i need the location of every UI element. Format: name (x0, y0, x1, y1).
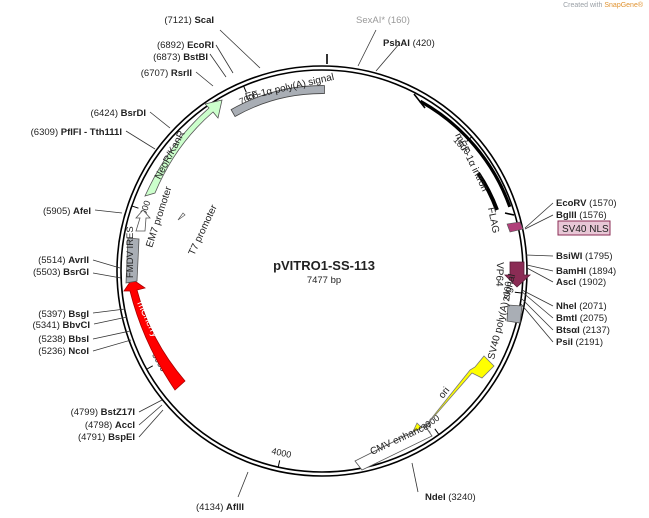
credit-brand: SnapGene® (604, 2, 643, 9)
feature-ef1a-polya (230, 85, 325, 118)
site-bmti: BmtI (2075) (556, 313, 607, 324)
feature-neor-kanr (144, 99, 223, 197)
site-bbvci: (5341) BbvCI (32, 320, 90, 331)
site-ecorv: EcoRV (1570) (556, 198, 617, 209)
site-bsrdi: (6424) BsrDI (91, 108, 146, 119)
site-scai: (7121) ScaI (164, 15, 214, 26)
tick-label-4000: 4000 (271, 446, 293, 460)
site-rsrii: (6707) RsrII (141, 68, 192, 79)
feature-mef1a-intron-lower (476, 171, 499, 211)
site-psii: PsiI (2191) (556, 337, 603, 348)
feature-mcherry (123, 278, 186, 391)
site-bamhi: BamHI (1894) (556, 266, 616, 277)
tick-mark-6000 (131, 205, 139, 209)
tick-mark-3000 (434, 428, 440, 435)
feature-sv40-nls-box (557, 220, 611, 236)
feature-fmdv-ires (125, 237, 140, 284)
plasmid-name: pVITRO1-SS-113 (273, 258, 375, 273)
features (123, 85, 611, 471)
site-pshai: PshAI (420) (383, 38, 435, 49)
tick-mark-4000 (277, 460, 281, 468)
tick-mark-2000 (514, 291, 522, 294)
feature-label-sv40-nls: SV40 NLS (562, 224, 609, 235)
feature-flag (504, 212, 515, 216)
site-nhei: NheI (2071) (556, 301, 607, 312)
site-ndei: NdeI (3240) (425, 492, 476, 503)
site-labels: (7121) ScaI (6892) EcoRI (6873) BstBI (6… (31, 15, 617, 513)
site-pflfi-tth111i: (6309) PflFI - Tth111I (31, 127, 122, 138)
site-bsiwi: BsiWI (1795) (556, 251, 613, 262)
site-ecori: (6892) EcoRI (157, 40, 214, 51)
tick-mark-7000 (243, 85, 247, 93)
feature-label-flag: FLAG (485, 206, 501, 234)
feature-vp64 (504, 261, 532, 288)
site-aflii: (4134) AflII (196, 502, 244, 513)
feature-em7-promoter (135, 209, 151, 232)
feature-label-t7-promoter: T7 promoter (187, 203, 220, 258)
feature-sv40-polya (506, 304, 523, 324)
site-btsai: BtsαI (2137) (556, 325, 610, 336)
site-bstz17i: (4799) BstZ17I (71, 407, 135, 418)
site-bstbi: (6873) BstBI (153, 52, 208, 63)
feature-label-fmdv-ires: FMDV IRES (125, 226, 136, 278)
feature-cmv-enhancer (354, 425, 433, 471)
tick-mark-5000 (146, 365, 153, 370)
site-bglii: BglII (1576) (556, 210, 607, 221)
site-ncoi: (5236) NcoI (38, 346, 89, 357)
plasmid-size: 7477 bp (307, 275, 341, 286)
site-bbsi: (5238) BbsI (38, 334, 89, 345)
feature-label-vp64: VP64 (493, 262, 505, 287)
snapgene-credit: Created with SnapGene® (563, 2, 643, 9)
site-bsrgi: (5503) BsrGI (33, 267, 89, 278)
site-avrii: (5514) AvrII (38, 255, 89, 266)
feature-sv40-nls-mark (506, 221, 524, 233)
backbone-outer-strand (116, 65, 528, 477)
site-bspei: (4791) BspEI (78, 432, 135, 443)
site-sexai: SexAI* (160) (356, 15, 410, 26)
feature-label-ori: ori (437, 385, 453, 401)
credit-prefix: Created with (563, 2, 603, 9)
feature-t7-promoter (177, 212, 186, 221)
site-afei: (5905) AfeI (43, 206, 91, 217)
tick-label-2000: 2000 (501, 281, 513, 302)
site-bsgi: (5397) BsgI (38, 309, 89, 320)
site-asci: AscI (1902) (556, 277, 606, 288)
site-connectors (92, 29, 554, 498)
feature-mef1a-intron-upper (419, 99, 512, 208)
site-acci: (4798) AccI (85, 420, 135, 431)
